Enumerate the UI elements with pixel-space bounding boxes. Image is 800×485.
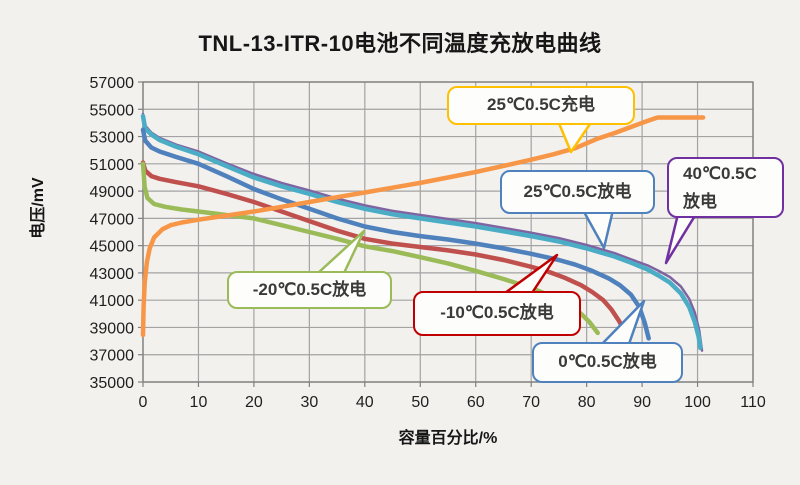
y-tick-label: 57000 <box>90 75 135 92</box>
callout-discharge-neg20c-label: -20℃0.5C放电 <box>252 279 367 299</box>
x-tick-label: 20 <box>245 394 263 411</box>
y-tick-label: 35000 <box>90 375 135 392</box>
y-tick-label: 47000 <box>90 211 135 228</box>
callout-discharge-neg10c: -10℃0.5C放电 <box>413 291 581 336</box>
x-tick-label: 60 <box>467 394 485 411</box>
series-line-25℃0.5C充电 <box>140 115 706 338</box>
y-tick-label: 51000 <box>90 157 135 174</box>
y-tick-label: 39000 <box>90 320 135 337</box>
x-tick-label: 30 <box>300 394 318 411</box>
callout-discharge-40c: 40℃0.5C 放电 <box>667 157 784 218</box>
y-tick-label: 49000 <box>90 184 135 201</box>
y-tick-label: 55000 <box>90 102 135 119</box>
x-tick-label: 110 <box>740 394 766 411</box>
x-tick-label: 100 <box>684 394 711 411</box>
x-tick-label: 50 <box>411 394 429 411</box>
y-tick-label: 37000 <box>90 348 135 365</box>
chart-title: TNL-13-ITR-10电池不同温度充放电曲线 <box>198 31 602 56</box>
y-tick-label: 43000 <box>90 266 135 283</box>
callout-charge-25c-label: 25℃0.5C充电 <box>487 95 595 115</box>
axis-ticks <box>138 81 754 387</box>
series-line-40℃0.5C放电 <box>141 112 704 352</box>
y-tick-label: 41000 <box>90 293 135 310</box>
x-tick-label: 10 <box>190 394 208 411</box>
x-tick-label: 40 <box>356 394 374 411</box>
callout-pointer-discharge-25c <box>581 208 615 250</box>
callout-pointer-discharge-40c <box>664 212 698 265</box>
x-tick-label: 0 <box>139 394 148 411</box>
callout-charge-25c: 25℃0.5C充电 <box>447 86 635 125</box>
callout-discharge-neg20c: -20℃0.5C放电 <box>227 271 392 309</box>
x-tick-label: 80 <box>578 394 596 411</box>
series-line--10℃0.5C放电 <box>140 160 628 336</box>
axis-tick-labels: 0 10 20 30 40 50 60 70 80 90 100 110 35000 37000 39000… <box>90 75 766 411</box>
gridlines <box>142 81 754 383</box>
x-tick-label: 90 <box>633 394 651 411</box>
callout-discharge-25c-label: 25℃0.5C放电 <box>523 181 632 201</box>
y-tick-label: 53000 <box>90 130 135 147</box>
callout-discharge-25c: 25℃0.5C放电 <box>500 170 655 214</box>
callout-discharge-40c-label: 40℃0.5C 放电 <box>683 164 757 211</box>
callout-discharge-0c: 0℃0.5C放电 <box>532 342 683 383</box>
series-line-25℃0.5C放电 <box>140 113 703 351</box>
y-tick-label: 45000 <box>90 239 135 256</box>
callout-discharge-0c-label: 0℃0.5C放电 <box>558 352 657 372</box>
plot-border <box>142 81 754 383</box>
x-axis-title: 容量百分比/% <box>398 430 498 447</box>
callout-discharge-neg10c-label: -10℃0.5C放电 <box>440 303 554 323</box>
series-line-0℃0.5C放电 <box>140 127 651 341</box>
x-tick-label: 70 <box>522 394 540 411</box>
